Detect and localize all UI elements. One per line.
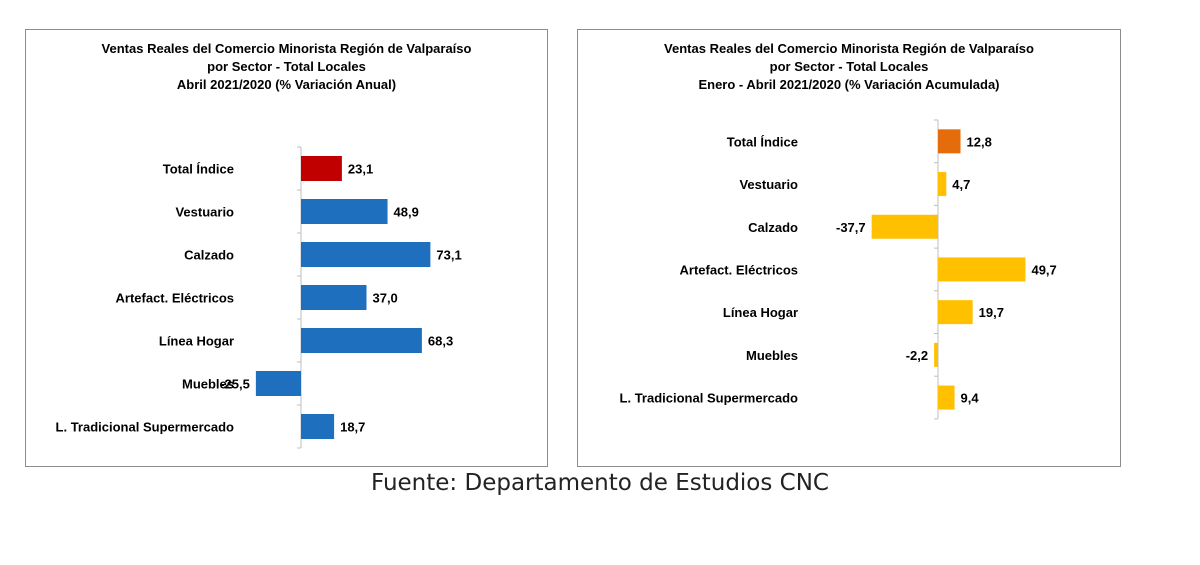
category-label: Muebles <box>182 377 234 392</box>
category-label: Vestuario <box>739 177 798 192</box>
data-label: 12,8 <box>967 134 992 149</box>
chart-panel-right: Ventas Reales del Comercio Minorista Reg… <box>577 29 1121 467</box>
bar <box>938 129 961 154</box>
source-note: Fuente: Departamento de Estudios CNC <box>370 470 829 496</box>
chart-title-line: Ventas Reales del Comercio Minorista Reg… <box>664 41 1034 56</box>
bar <box>301 285 367 310</box>
data-label: 19,7 <box>979 305 1004 320</box>
bar <box>301 199 388 224</box>
chart-title-line: Ventas Reales del Comercio Minorista Reg… <box>101 41 472 56</box>
category-label: Artefact. Eléctricos <box>680 262 799 277</box>
bar <box>301 242 431 267</box>
category-label: Muebles <box>746 348 798 363</box>
category-label: L. Tradicional Supermercado <box>620 391 798 406</box>
data-label: 9,4 <box>961 391 980 406</box>
category-label: Línea Hogar <box>723 305 798 320</box>
category-label: Total Índice <box>727 134 798 149</box>
data-label: -2,2 <box>906 348 928 363</box>
category-label: Artefact. Eléctricos <box>116 291 235 306</box>
data-label: 68,3 <box>428 334 453 349</box>
bar <box>301 414 335 439</box>
bar <box>301 156 342 181</box>
chart-title-line: por Sector - Total Locales <box>769 59 929 74</box>
data-label: 23,1 <box>348 162 373 177</box>
category-label: Total Índice <box>163 162 234 177</box>
bar-chart-right: Total Índice 12,8 Vestuario 4,7 Calzado -37,7… <box>620 119 1057 420</box>
category-label: L. Tradicional Supermercado <box>56 420 234 435</box>
category-label: Calzado <box>748 220 798 235</box>
data-label: -25,5 <box>220 377 250 392</box>
chart-title-left: Ventas Reales del Comercio Minorista Reg… <box>26 40 547 94</box>
category-label: Calzado <box>184 248 234 263</box>
bar <box>938 300 973 325</box>
bar-chart-left: Total Índice 23,1 Vestuario 48,9 Calzado 73,1… <box>56 146 462 449</box>
data-label: 37,0 <box>372 291 397 306</box>
bar <box>255 371 301 396</box>
bar <box>301 328 422 353</box>
bar <box>938 172 947 197</box>
chart-title-line: Enero - Abril 2021/2020 (% Variación Acu… <box>698 77 1000 92</box>
data-label: -37,7 <box>836 220 866 235</box>
bar <box>934 342 938 367</box>
chart-title-line: Abril 2021/2020 (% Variación Anual) <box>176 77 397 92</box>
category-label: Línea Hogar <box>159 334 234 349</box>
data-label: 73,1 <box>436 248 461 263</box>
chart-title-right: Ventas Reales del Comercio Minorista Reg… <box>578 40 1120 94</box>
data-label: 49,7 <box>1031 262 1056 277</box>
category-label: Vestuario <box>175 205 234 220</box>
data-label: 4,7 <box>952 177 970 192</box>
bar <box>871 214 938 239</box>
chart-title-line: por Sector - Total Locales <box>207 59 366 74</box>
data-label: 18,7 <box>340 420 365 435</box>
bar <box>938 257 1026 282</box>
bar <box>938 385 955 410</box>
chart-panel-left: Ventas Reales del Comercio Minorista Reg… <box>25 29 548 467</box>
data-label: 48,9 <box>394 205 419 220</box>
